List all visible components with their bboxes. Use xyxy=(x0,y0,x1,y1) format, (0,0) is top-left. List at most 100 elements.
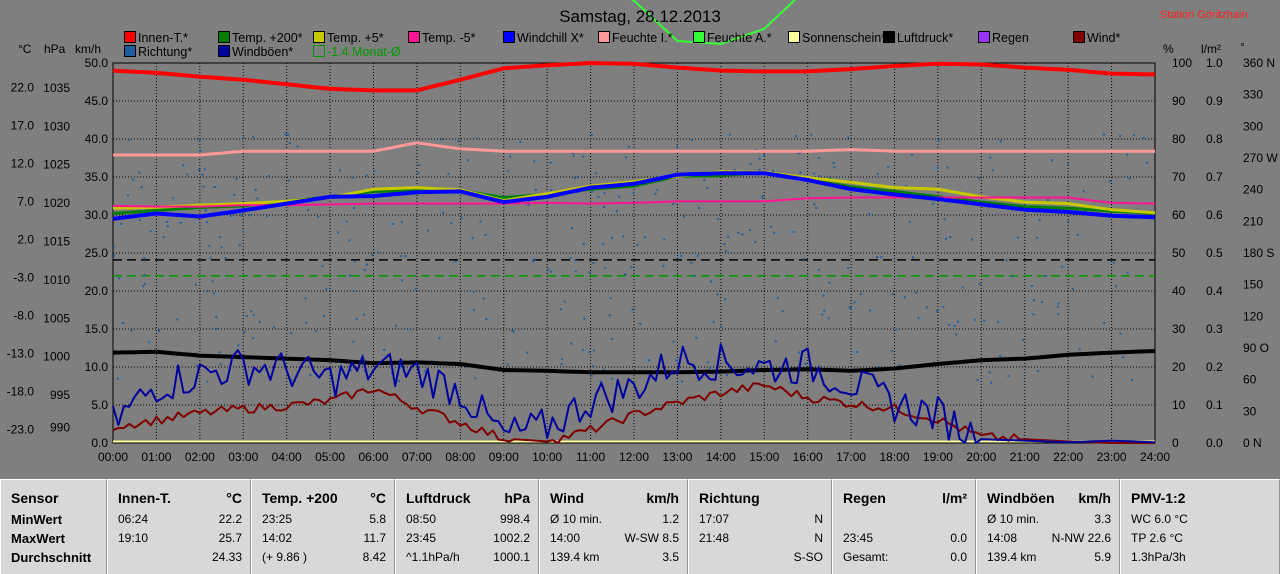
direction-point xyxy=(794,134,797,137)
direction-point xyxy=(848,306,851,309)
direction-point xyxy=(662,264,665,267)
direction-point xyxy=(352,289,355,292)
chart-title: Samstag, 28.12.2013 xyxy=(559,7,721,26)
x-tick-label: 03:00 xyxy=(228,450,258,464)
direction-point xyxy=(398,380,401,383)
legend-item: Feuchte A.* xyxy=(693,31,772,45)
direction-point xyxy=(233,193,236,196)
direction-point xyxy=(219,236,222,239)
direction-point xyxy=(201,173,204,176)
temp-tick-label: 2.0 xyxy=(17,233,34,247)
direction-point xyxy=(726,374,729,377)
direction-point xyxy=(533,160,536,163)
direction-point xyxy=(847,136,850,139)
direction-point xyxy=(695,336,698,339)
legend-label: Sonnenschein* xyxy=(802,31,887,45)
direction-point xyxy=(216,327,219,330)
hum-axis-title: % xyxy=(1163,42,1174,56)
direction-point xyxy=(601,243,604,246)
direction-point xyxy=(912,256,915,259)
direction-point xyxy=(166,220,169,223)
dir-tick-label: 210 xyxy=(1243,214,1263,228)
hum-tick-label: 30 xyxy=(1172,322,1186,336)
stats-row: 23:45 0.0 xyxy=(843,531,967,549)
x-tick-label: 15:00 xyxy=(749,450,779,464)
stats-cell-value: 3.3 xyxy=(1094,512,1111,526)
legend-item: Richtung* xyxy=(124,45,192,59)
legend-swatch xyxy=(788,31,800,43)
direction-point xyxy=(603,192,606,195)
direction-point xyxy=(931,202,934,205)
x-tick-label: 18:00 xyxy=(879,450,909,464)
direction-point xyxy=(763,154,766,157)
direction-point xyxy=(1133,134,1136,137)
stats-cell-label: Gesamt: xyxy=(843,550,889,564)
stats-panel-title-text: Luftdruck xyxy=(406,490,471,506)
rain-axis-title: l/m² xyxy=(1201,42,1221,56)
direction-point xyxy=(761,195,764,198)
direction-point xyxy=(290,331,293,334)
direction-point xyxy=(140,186,143,189)
stats-cell-label: 14:08 xyxy=(987,531,1018,545)
legend-label: Innen-T.* xyxy=(138,31,189,45)
legend-item: -1.4 Monat-Ø xyxy=(313,45,401,59)
legend-item: Innen-T.* xyxy=(124,31,188,45)
direction-point xyxy=(698,206,701,209)
direction-point xyxy=(798,351,801,354)
direction-point xyxy=(627,146,630,149)
dir-tick-label: 120 xyxy=(1243,309,1263,323)
legend-swatch xyxy=(124,31,136,43)
direction-point xyxy=(632,191,635,194)
direction-point xyxy=(908,220,911,223)
direction-point xyxy=(242,136,245,139)
direction-point xyxy=(925,306,928,309)
direction-point xyxy=(644,236,647,239)
direction-point xyxy=(511,329,514,332)
direction-point xyxy=(1091,375,1094,378)
direction-point xyxy=(955,333,958,336)
press-tick-label: 1035 xyxy=(43,81,70,95)
direction-point xyxy=(716,293,719,296)
direction-point xyxy=(206,290,209,293)
temp-tick-label: -23.0 xyxy=(7,423,35,437)
stats-cell-label: Ø 10 min. xyxy=(550,512,603,526)
stats-cell-value: N xyxy=(814,531,823,545)
weather-chart: 22.0 17.0 12.0 7.0 2.0 -3.0 -8.0 -13.0 -18.0 -23.… xyxy=(7,0,1278,464)
temp-tick-label: -13.0 xyxy=(7,347,35,361)
wind-tick-label: 45.0 xyxy=(85,94,109,108)
direction-point xyxy=(304,297,307,300)
direction-point xyxy=(833,166,836,169)
stats-panel: Innen-T. °C 06:24 22.2 19:10 25.7 24.33 xyxy=(107,479,251,574)
direction-point xyxy=(1078,348,1081,351)
direction-point xyxy=(618,195,621,198)
direction-point xyxy=(917,317,920,320)
chart-grid xyxy=(112,62,1156,444)
direction-point xyxy=(696,254,699,257)
direction-point xyxy=(761,196,764,199)
direction-point xyxy=(1033,299,1036,302)
stats-cell-value: 25.7 xyxy=(218,531,242,545)
direction-point xyxy=(592,349,595,352)
stats-row: 24.33 xyxy=(118,550,242,568)
stats-panel: Richtung 17:07 N 21:48 N S-SO xyxy=(688,479,832,574)
stats-cell-value: 24.33 xyxy=(211,550,242,564)
direction-point xyxy=(574,259,577,262)
legend-swatch xyxy=(124,45,136,57)
direction-point xyxy=(549,270,552,273)
legend-label: Feuchte A.* xyxy=(707,31,772,45)
direction-point xyxy=(484,233,487,236)
direction-point xyxy=(442,211,445,214)
direction-point xyxy=(1057,305,1060,308)
direction-point xyxy=(212,292,215,295)
stats-panel-title: Temp. +200 °C xyxy=(262,490,386,506)
legend-swatch xyxy=(693,31,705,43)
stats-row xyxy=(843,512,967,530)
stats-row: 139.4 km 5.9 xyxy=(987,550,1111,568)
direction-point xyxy=(999,140,1002,143)
direction-point xyxy=(822,294,825,297)
direction-point xyxy=(121,322,124,325)
direction-point xyxy=(574,270,577,273)
stats-row: Ø 10 min. 3.3 xyxy=(987,512,1111,530)
direction-point xyxy=(576,176,579,179)
direction-point xyxy=(1102,133,1105,136)
